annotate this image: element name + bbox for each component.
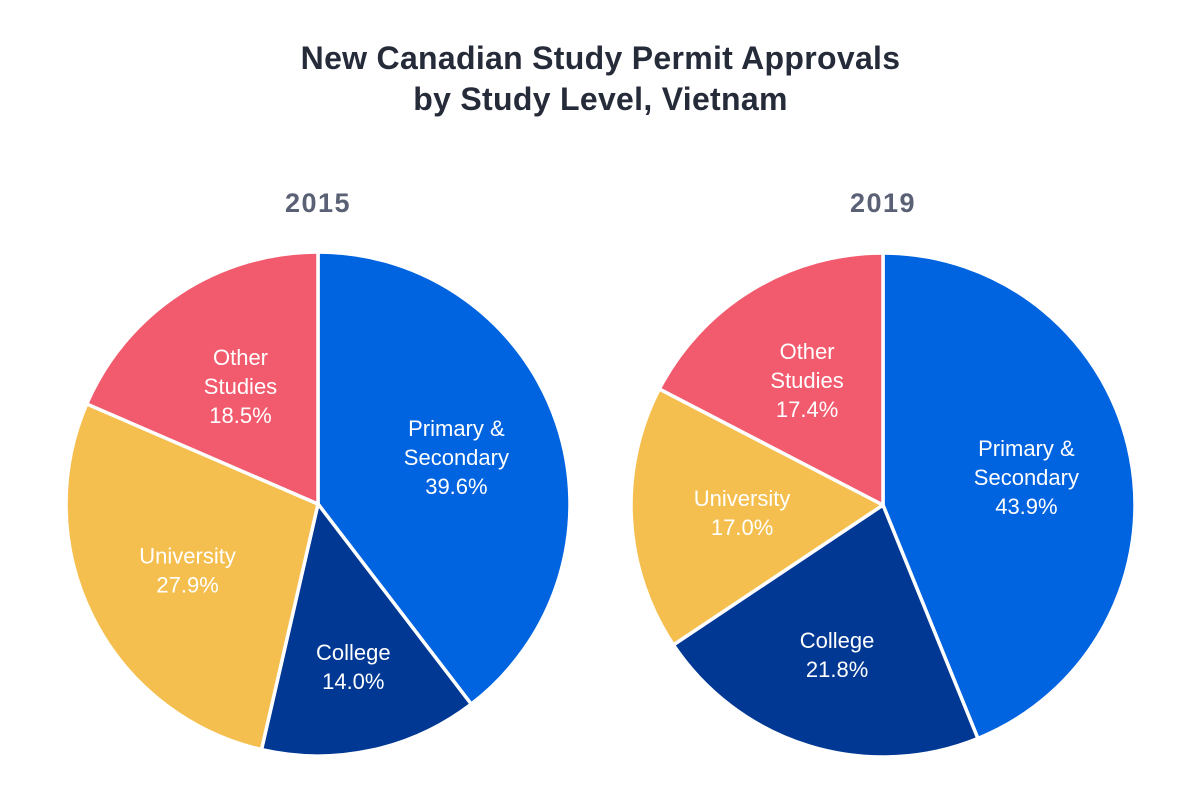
pie-value-label: 17.0% <box>711 515 773 540</box>
pie-slices-2019 <box>629 251 1137 759</box>
pie-value-label: 17.4% <box>776 397 838 422</box>
pie-category-label: University <box>139 543 236 568</box>
pie-label-university-2015: University 27.9% <box>139 543 236 597</box>
pie-slice-college-2019 <box>671 503 980 759</box>
pie-label-primary-and-secondary-2015: Primary & Secondary 39.6% <box>404 416 509 499</box>
pie-labels-2019: Primary & Secondary 43.9% College 21.8% Unive… <box>694 339 1079 682</box>
pie-category-label: University <box>694 486 791 511</box>
pie-slice-other-studies-2015 <box>84 250 320 506</box>
pie-category-label: Primary & <box>408 416 505 441</box>
pie-category-label: Studies <box>770 368 843 393</box>
chart-title-line-2: by Study Level, Vietnam <box>413 81 788 117</box>
pie-label-other-studies-2015: Other Studies 18.5% <box>204 345 277 428</box>
pie-slice-primary-and-secondary-2015 <box>316 250 572 706</box>
pie-value-label: 27.9% <box>156 572 218 597</box>
pie-label-primary-and-secondary-2019: Primary & Secondary 43.9% <box>974 436 1079 519</box>
pie-value-label: 18.5% <box>209 403 271 428</box>
pie-label-college-2015: College 14.0% <box>316 640 391 694</box>
chart-title: New Canadian Study Permit Approvals by S… <box>0 38 1201 120</box>
pie-category-label: College <box>800 628 875 653</box>
pie-category-label: Primary & <box>978 436 1075 461</box>
pie-label-other-studies-2019: Other Studies 17.4% <box>770 339 843 422</box>
pie-chart-2019: 2019 Primary & Secondary 43.9% College 21.8%… <box>629 188 1137 759</box>
pie-category-label: Secondary <box>974 465 1079 490</box>
pie-value-label: 43.9% <box>995 494 1057 519</box>
pie-chart-2015: 2015 Primary & Secondary 39.6% College 14.0%… <box>64 188 572 758</box>
pie-category-label: Other <box>780 339 835 364</box>
pie-labels-2015: Primary & Secondary 39.6% College 14.0% Unive… <box>139 345 509 694</box>
pie-value-label: 39.6% <box>425 474 487 499</box>
pie-slice-university-2015 <box>64 402 320 752</box>
pie-category-label: Other <box>213 345 268 370</box>
pie-value-label: 14.0% <box>322 669 384 694</box>
pie-title-2019: 2019 <box>850 188 916 218</box>
pie-slice-primary-and-secondary-2019 <box>881 251 1137 741</box>
pie-category-label: College <box>316 640 391 665</box>
pie-slice-other-studies-2019 <box>657 251 885 507</box>
pie-slice-university-2019 <box>629 387 885 647</box>
pie-category-label: Studies <box>204 374 277 399</box>
pie-slices-2015 <box>64 250 572 758</box>
pie-value-label: 21.8% <box>806 657 868 682</box>
chart-title-line-1: New Canadian Study Permit Approvals <box>300 40 901 76</box>
pie-label-college-2019: College 21.8% <box>800 628 875 682</box>
pie-title-2015: 2015 <box>285 188 351 218</box>
pie-category-label: Secondary <box>404 445 509 470</box>
pie-slice-college-2015 <box>259 502 473 758</box>
pie-label-university-2019: University 17.0% <box>694 486 791 540</box>
